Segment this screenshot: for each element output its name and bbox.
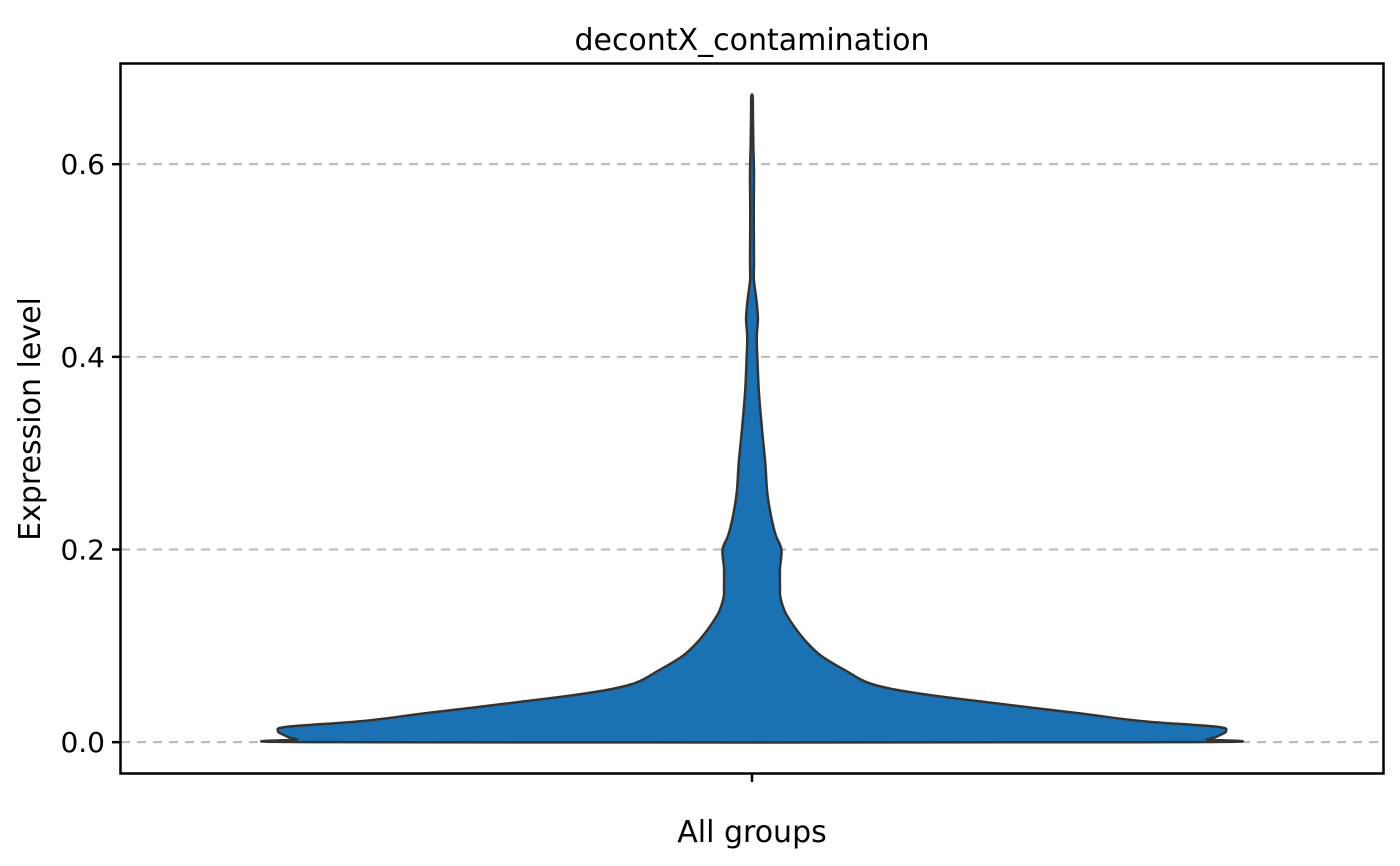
y-axis-title: Expression level	[13, 297, 48, 541]
y-axis: 0.0 0.2 0.4 0.6	[60, 148, 121, 759]
y-tick-label: 0.4	[60, 341, 105, 374]
violin-layer	[260, 93, 1244, 744]
y-tick-label: 0.6	[60, 148, 105, 181]
violin-shape	[260, 93, 1244, 744]
chart-title: decontX_contamination	[574, 23, 929, 58]
y-tick-label: 0.2	[60, 534, 105, 567]
x-axis-title: All groups	[677, 815, 827, 850]
y-tick-label: 0.0	[60, 726, 105, 759]
